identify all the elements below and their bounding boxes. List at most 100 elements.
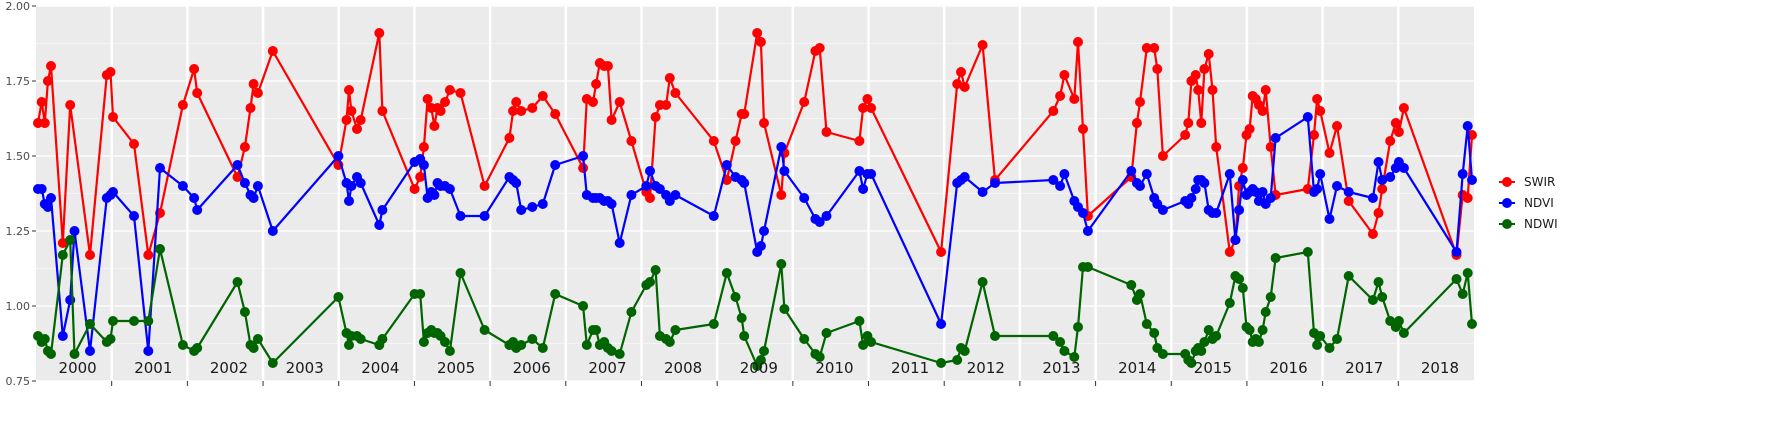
data-point-swir — [936, 247, 947, 257]
data-point-ndwi — [1302, 247, 1313, 257]
y-tick-label: 1.75 — [6, 75, 31, 88]
data-point-swir — [602, 61, 613, 71]
data-point-ndvi — [232, 160, 243, 170]
data-point-swir — [248, 79, 259, 89]
data-point-ndwi — [650, 265, 661, 275]
data-point-ndwi — [1451, 274, 1462, 284]
data-point-swir — [355, 115, 366, 125]
data-point-ndwi — [1157, 349, 1168, 359]
data-point-swir — [232, 172, 243, 182]
data-point-ndwi — [1234, 274, 1245, 284]
data-point-swir — [418, 142, 429, 152]
data-point-ndwi — [1135, 289, 1145, 299]
data-point-ndvi — [333, 151, 344, 161]
data-point-swir — [46, 61, 56, 71]
data-point-ndwi — [755, 355, 766, 365]
data-point-ndwi — [57, 250, 68, 260]
data-point-ndwi — [581, 340, 592, 350]
data-point-ndvi — [189, 193, 200, 203]
data-point-ndvi — [1059, 169, 1070, 179]
data-point-swir — [192, 88, 203, 98]
data-point-ndwi — [1203, 325, 1214, 335]
year-label: 2017 — [1345, 359, 1383, 377]
data-point-ndwi — [1149, 328, 1160, 338]
data-point-ndvi — [248, 193, 259, 203]
data-point-ndwi — [1196, 346, 1207, 356]
data-point-swir — [977, 40, 988, 50]
year-label: 2001 — [134, 359, 172, 377]
data-point-ndwi — [614, 349, 625, 359]
data-point-ndwi — [1467, 319, 1477, 329]
data-point-swir — [129, 139, 139, 149]
data-point-ndvi — [192, 205, 203, 215]
data-point-ndwi — [177, 340, 188, 350]
data-point-swir — [1048, 106, 1059, 116]
data-point-swir — [85, 250, 95, 260]
data-point-ndwi — [267, 358, 278, 368]
data-point-ndwi — [105, 334, 116, 344]
legend-label: SWIR — [1524, 175, 1555, 189]
data-point-ndwi — [591, 325, 602, 335]
data-point-swir — [1131, 118, 1142, 128]
data-point-ndvi — [155, 163, 165, 173]
data-point-ndvi — [374, 220, 385, 230]
data-point-swir — [511, 97, 522, 107]
data-point-swir — [346, 106, 357, 116]
year-label: 2014 — [1118, 359, 1156, 377]
legend-label: NDWI — [1524, 217, 1558, 231]
data-point-ndvi — [1332, 181, 1342, 191]
series-ndwi — [33, 235, 1477, 371]
data-point-swir — [39, 118, 50, 128]
series-swir — [33, 28, 1477, 260]
data-point-ndvi — [1135, 181, 1145, 191]
data-point-ndwi — [1377, 292, 1388, 302]
data-point-swir — [1207, 85, 1218, 95]
data-point-ndwi — [626, 307, 637, 317]
data-point-swir — [1398, 103, 1409, 113]
data-point-swir — [588, 97, 598, 107]
data-point-swir — [1078, 124, 1088, 134]
data-point-swir — [1059, 70, 1070, 80]
data-point-swir — [1203, 49, 1214, 59]
data-point-swir — [626, 136, 637, 146]
data-point-ndwi — [1257, 325, 1268, 335]
data-point-ndvi — [1199, 178, 1210, 188]
series-ndvi — [33, 112, 1477, 356]
series-layer — [33, 28, 1477, 371]
data-point-ndvi — [46, 193, 56, 203]
data-point-ndvi — [1270, 133, 1281, 143]
data-point-ndvi — [799, 193, 810, 203]
data-point-swir — [591, 79, 602, 89]
data-point-ndvi — [346, 181, 357, 191]
data-point-swir — [1180, 130, 1191, 140]
data-point-swir — [550, 109, 561, 119]
data-point-swir — [578, 163, 589, 173]
data-point-ndvi — [1302, 112, 1313, 122]
data-point-swir — [409, 184, 420, 194]
data-point-ndwi — [239, 307, 250, 317]
data-point-ndwi — [1199, 337, 1210, 347]
data-point-ndwi — [1211, 331, 1222, 341]
data-point-ndwi — [866, 337, 877, 347]
data-point-swir — [377, 106, 388, 116]
data-point-ndwi — [377, 334, 388, 344]
data-point-swir — [252, 88, 263, 98]
data-point-ndwi — [858, 340, 869, 350]
data-point-swir — [614, 97, 625, 107]
data-point-ndvi — [1234, 205, 1245, 215]
data-point-swir — [1377, 184, 1388, 194]
data-point-ndwi — [708, 319, 719, 329]
data-point-ndwi — [1253, 337, 1264, 347]
data-point-ndvi — [1055, 181, 1066, 191]
data-point-swir — [1312, 94, 1323, 104]
data-point-ndvi — [641, 181, 652, 191]
data-point-ndvi — [1048, 175, 1059, 185]
data-point-swir — [1324, 148, 1335, 158]
data-point-ndwi — [85, 319, 95, 329]
legend-item-swir: SWIR — [1499, 175, 1555, 189]
data-point-swir — [1385, 136, 1396, 146]
data-point-ndvi — [69, 226, 80, 236]
data-point-swir — [429, 121, 440, 131]
data-point-ndwi — [736, 313, 747, 323]
data-point-ndwi — [990, 331, 1000, 341]
